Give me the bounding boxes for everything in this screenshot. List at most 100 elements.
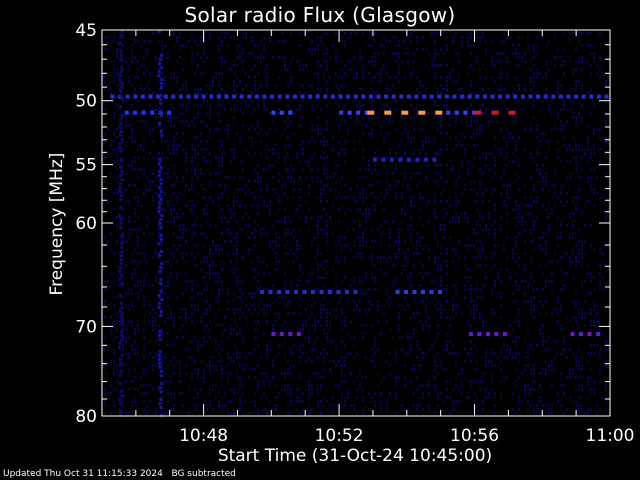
noise-pixel <box>257 88 259 91</box>
noise-pixel <box>200 316 202 319</box>
noise-pixel <box>197 304 199 307</box>
noise-pixel <box>425 84 427 87</box>
noise-pixel <box>548 188 550 191</box>
noise-pixel <box>164 84 166 87</box>
noise-pixel <box>587 176 589 179</box>
noise-pixel <box>161 296 163 299</box>
noise-pixel <box>122 36 124 39</box>
noise-pixel <box>470 324 472 327</box>
noise-pixel <box>224 176 226 179</box>
noise-pixel <box>278 296 280 299</box>
interference-streak <box>159 374 163 377</box>
noise-pixel <box>245 32 247 35</box>
noise-pixel <box>263 104 265 107</box>
noise-pixel <box>482 248 484 251</box>
noise-pixel <box>149 188 151 191</box>
noise-pixel <box>191 200 193 203</box>
noise-pixel <box>533 388 535 391</box>
noise-pixel <box>467 40 469 43</box>
noise-pixel <box>296 256 298 259</box>
noise-pixel <box>236 248 238 251</box>
noise-pixel <box>380 72 382 75</box>
noise-pixel <box>512 340 514 343</box>
noise-pixel <box>383 164 385 167</box>
noise-pixel <box>143 56 145 59</box>
noise-pixel <box>161 328 163 331</box>
noise-pixel <box>185 348 187 351</box>
noise-pixel <box>218 280 220 283</box>
noise-pixel <box>362 412 364 415</box>
noise-pixel <box>440 264 442 267</box>
noise-pixel <box>266 232 268 235</box>
noise-pixel <box>530 228 532 231</box>
noise-pixel <box>356 256 358 259</box>
noise-pixel <box>572 156 574 159</box>
noise-pixel <box>218 92 220 95</box>
noise-pixel <box>596 320 598 323</box>
noise-pixel <box>581 248 583 251</box>
noise-pixel <box>413 328 415 331</box>
noise-pixel <box>548 216 550 219</box>
noise-pixel <box>113 252 115 255</box>
noise-pixel <box>317 220 319 223</box>
noise-pixel <box>437 244 439 247</box>
noise-pixel <box>332 44 334 47</box>
noise-pixel <box>275 396 277 399</box>
noise-pixel <box>308 192 310 195</box>
noise-pixel <box>323 128 325 131</box>
noise-pixel <box>407 80 409 83</box>
noise-pixel <box>437 64 439 67</box>
noise-pixel <box>503 88 505 91</box>
noise-pixel <box>389 148 391 151</box>
noise-pixel <box>317 216 319 219</box>
noise-pixel <box>371 240 373 243</box>
noise-pixel <box>317 336 319 339</box>
noise-pixel <box>185 312 187 315</box>
signal-burst <box>508 110 516 115</box>
noise-pixel <box>197 168 199 171</box>
noise-pixel <box>323 276 325 279</box>
noise-pixel <box>524 220 526 223</box>
noise-pixel <box>455 200 457 203</box>
noise-pixel <box>575 404 577 407</box>
noise-pixel <box>581 120 583 123</box>
signal-burst <box>271 110 276 115</box>
noise-pixel <box>518 256 520 259</box>
interference-streak <box>157 74 161 77</box>
noise-pixel <box>242 160 244 163</box>
noise-pixel <box>347 208 349 211</box>
noise-pixel <box>167 156 169 159</box>
noise-pixel <box>323 168 325 171</box>
noise-pixel <box>335 364 337 367</box>
noise-pixel <box>146 392 148 395</box>
noise-pixel <box>200 72 202 75</box>
noise-pixel <box>485 108 487 111</box>
noise-pixel <box>446 396 448 399</box>
noise-pixel <box>383 312 385 315</box>
noise-pixel <box>473 380 475 383</box>
noise-pixel <box>161 136 163 139</box>
noise-pixel <box>491 188 493 191</box>
noise-pixel <box>389 40 391 43</box>
noise-pixel <box>248 308 250 311</box>
noise-pixel <box>578 80 580 83</box>
noise-pixel <box>494 252 496 255</box>
noise-pixel <box>239 396 241 399</box>
noise-pixel <box>554 340 556 343</box>
noise-pixel <box>554 184 556 187</box>
noise-pixel <box>251 92 253 95</box>
noise-pixel <box>233 360 235 363</box>
noise-pixel <box>530 68 532 71</box>
noise-pixel <box>359 372 361 375</box>
noise-pixel <box>104 368 106 371</box>
noise-pixel <box>329 368 331 371</box>
noise-pixel <box>356 104 358 107</box>
noise-pixel <box>233 108 235 111</box>
noise-pixel <box>455 312 457 315</box>
noise-pixel <box>104 76 106 79</box>
noise-pixel <box>413 228 415 231</box>
noise-pixel <box>533 64 535 67</box>
noise-pixel <box>587 352 589 355</box>
noise-pixel <box>293 260 295 263</box>
noise-pixel <box>323 188 325 191</box>
